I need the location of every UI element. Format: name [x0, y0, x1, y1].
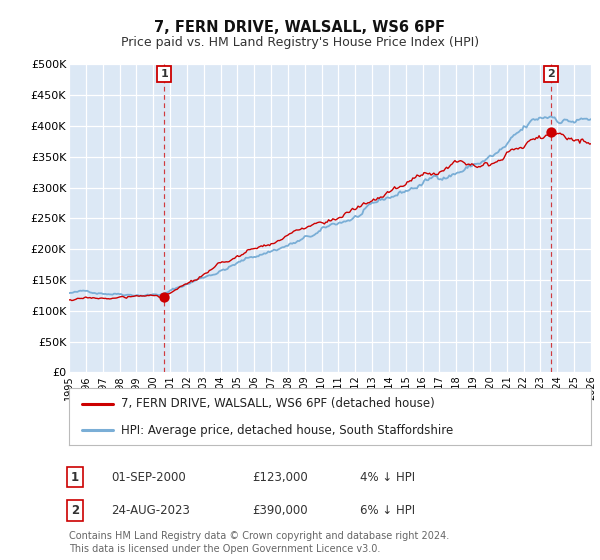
Text: 2: 2 [71, 504, 79, 517]
Text: £123,000: £123,000 [252, 470, 308, 484]
Text: 1: 1 [161, 69, 169, 79]
Text: 6% ↓ HPI: 6% ↓ HPI [360, 504, 415, 517]
Text: 1: 1 [71, 470, 79, 484]
Point [547, 128, 556, 137]
Text: 2: 2 [548, 69, 556, 79]
Text: Contains HM Land Registry data © Crown copyright and database right 2024.
This d: Contains HM Land Registry data © Crown c… [69, 531, 449, 554]
Text: 7, FERN DRIVE, WALSALL, WS6 6PF (detached house): 7, FERN DRIVE, WALSALL, WS6 6PF (detache… [121, 397, 435, 410]
Text: HPI: Average price, detached house, South Staffordshire: HPI: Average price, detached house, Sout… [121, 424, 454, 437]
Text: £390,000: £390,000 [252, 504, 308, 517]
Point [160, 292, 169, 301]
Text: 01-SEP-2000: 01-SEP-2000 [111, 470, 186, 484]
Text: 4% ↓ HPI: 4% ↓ HPI [360, 470, 415, 484]
Text: 24-AUG-2023: 24-AUG-2023 [111, 504, 190, 517]
Text: 7, FERN DRIVE, WALSALL, WS6 6PF: 7, FERN DRIVE, WALSALL, WS6 6PF [155, 20, 445, 35]
Text: Price paid vs. HM Land Registry's House Price Index (HPI): Price paid vs. HM Land Registry's House … [121, 36, 479, 49]
